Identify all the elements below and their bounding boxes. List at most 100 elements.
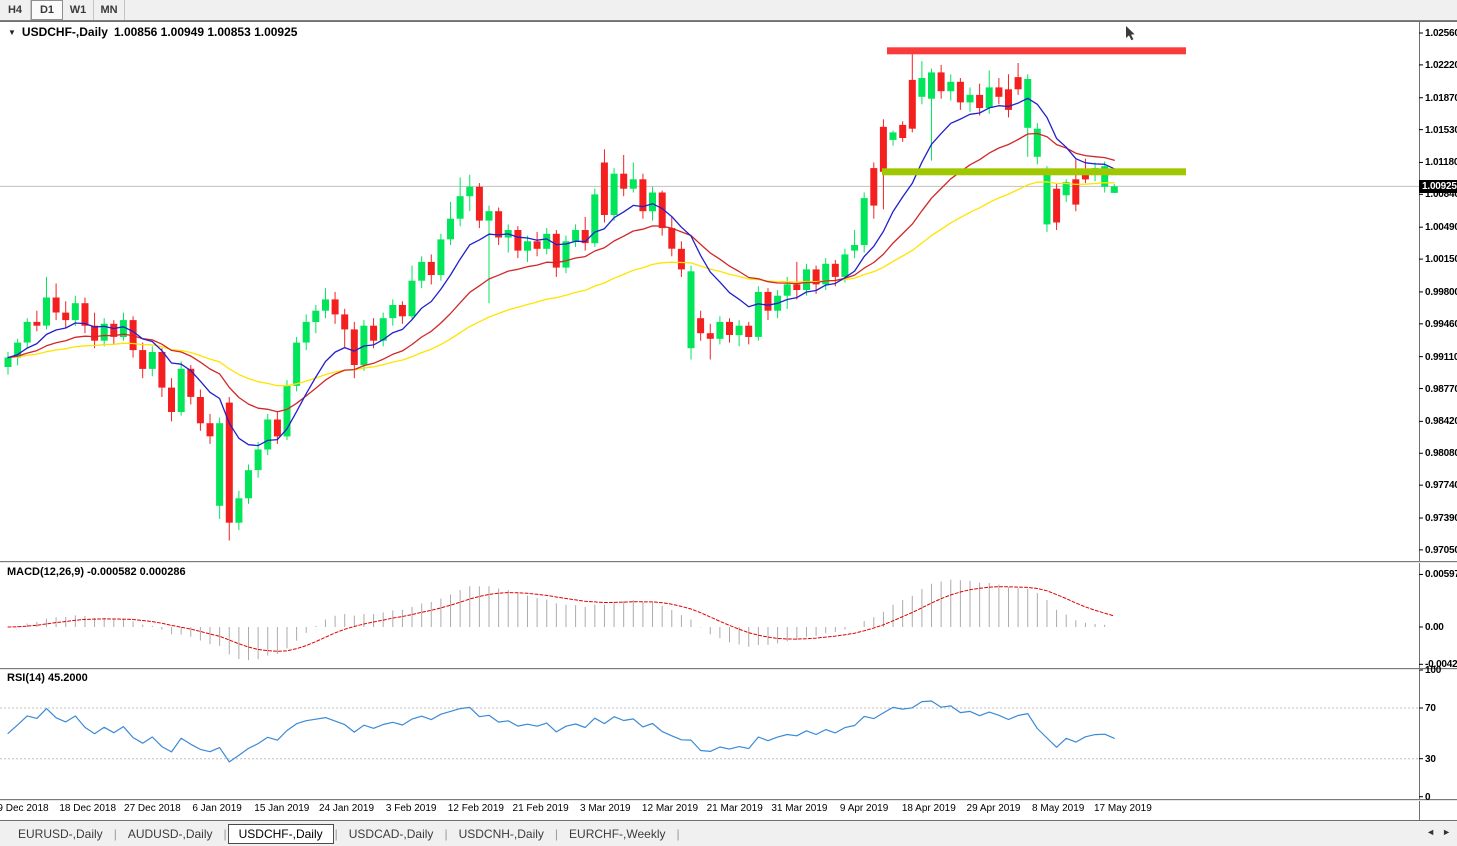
macd-signal-line xyxy=(7,586,1115,652)
tab-separator: | xyxy=(223,826,227,841)
date-axis-label: 9 Apr 2019 xyxy=(839,803,889,814)
price-axis-label: 0.99110 xyxy=(1425,352,1457,363)
candle xyxy=(716,316,724,345)
chart-tab-audusd-daily[interactable]: AUDUSD-,Daily xyxy=(127,826,213,841)
candle xyxy=(81,297,89,334)
candle xyxy=(1014,63,1022,95)
price-axis-label: 0.97050 xyxy=(1425,545,1457,556)
candle xyxy=(889,130,897,146)
timeframe-button-d1[interactable]: D1 xyxy=(31,0,63,20)
date-axis-label: 27 Dec 2018 xyxy=(124,803,181,814)
candle xyxy=(754,286,762,341)
tab-separator: | xyxy=(334,826,338,841)
date-axis-label: 8 May 2019 xyxy=(1032,803,1085,814)
candle xyxy=(168,378,175,422)
candle xyxy=(995,78,1003,105)
candle xyxy=(4,352,12,375)
candle xyxy=(177,361,185,416)
date-axis-label: 18 Apr 2019 xyxy=(901,803,956,814)
macd-axis-label: 0.00 xyxy=(1425,622,1444,633)
candle xyxy=(620,155,628,197)
candle xyxy=(91,312,99,349)
candle xyxy=(1033,123,1041,165)
candle xyxy=(543,228,551,255)
candle xyxy=(552,230,560,277)
candle xyxy=(437,233,445,281)
candle xyxy=(62,301,70,328)
candle xyxy=(341,308,349,349)
macd-axis-label: 0.00597 xyxy=(1425,569,1457,580)
timeframe-button-mn[interactable]: MN xyxy=(94,0,125,20)
macd-indicator-label: MACD(12,26,9) -0.000582 0.000286 xyxy=(7,566,186,578)
candle xyxy=(735,320,743,347)
symbol-tab-bar: EURUSD-,Daily | AUDUSD-,Daily | USDCHF-,Dail… xyxy=(0,820,1457,846)
candle xyxy=(245,464,252,504)
candle xyxy=(524,235,531,262)
candle xyxy=(350,321,358,379)
candle xyxy=(600,149,608,223)
candle xyxy=(504,224,512,253)
candle xyxy=(196,389,204,431)
candle xyxy=(918,61,926,105)
tab-separator: | xyxy=(554,826,559,841)
tab-scroll-left-icon[interactable]: ◄ xyxy=(1426,827,1436,837)
candle xyxy=(899,121,907,142)
date-axis-label: 15 Jan 2019 xyxy=(254,803,310,814)
candle xyxy=(1072,159,1080,212)
candle xyxy=(956,78,964,110)
chart-tab-usdcnh-daily[interactable]: USDCNH-,Daily xyxy=(458,826,544,841)
price-axis-label: 0.99460 xyxy=(1425,319,1457,330)
candle xyxy=(687,265,695,360)
candle xyxy=(254,442,262,478)
candle xyxy=(793,261,801,300)
chart-tab-eurusd-daily[interactable]: EURUSD-,Daily xyxy=(18,826,103,841)
current-price-tag: 1.00925 xyxy=(1419,180,1457,193)
date-axis-label: 3 Feb 2019 xyxy=(385,803,437,814)
date-axis-label: 21 Mar 2019 xyxy=(706,803,763,814)
candle xyxy=(158,348,166,397)
candle xyxy=(985,70,993,114)
chart-tab-usdchf-daily[interactable]: USDCHF-,Daily xyxy=(227,823,334,844)
tab-separator: | xyxy=(113,826,117,841)
price-axis-label: 1.02220 xyxy=(1425,60,1457,71)
candle xyxy=(495,207,503,245)
candle xyxy=(447,201,454,245)
chart-tab-usdcad-daily[interactable]: USDCAD-,Daily xyxy=(348,826,434,841)
candle xyxy=(870,162,878,219)
candle xyxy=(408,265,416,321)
price-axis-label: 0.98420 xyxy=(1425,416,1457,427)
price-axis-label: 0.99800 xyxy=(1425,287,1457,298)
macd-histogram xyxy=(17,579,1106,661)
chart-tab-eurchf-weekly[interactable]: EURCHF-,Weekly xyxy=(569,826,666,841)
tab-scroll-controls: ◄ ► xyxy=(1426,827,1451,837)
resistance-hline[interactable] xyxy=(887,47,1186,55)
tab-scroll-right-icon[interactable]: ► xyxy=(1442,827,1451,837)
candle xyxy=(812,265,820,294)
timeframe-button-w1[interactable]: W1 xyxy=(63,0,94,20)
date-axis-label: 24 Jan 2019 xyxy=(318,803,375,814)
candle xyxy=(427,254,435,285)
candle xyxy=(331,291,339,324)
candle xyxy=(389,299,397,326)
symbol-dropdown-icon[interactable]: ▼ xyxy=(8,27,16,37)
candle xyxy=(456,177,464,227)
candle xyxy=(225,397,233,541)
price-axis-label: 1.00490 xyxy=(1425,222,1457,233)
rsi-axis-label: 30 xyxy=(1425,754,1436,765)
candle xyxy=(591,188,599,247)
candle xyxy=(283,380,291,441)
candle xyxy=(466,174,474,212)
date-axis-label: 6 Jan 2019 xyxy=(192,803,242,814)
candle xyxy=(697,310,705,341)
candle xyxy=(572,224,580,247)
date-axis-label: 12 Mar 2019 xyxy=(641,803,699,814)
candle xyxy=(235,490,243,531)
price-axis-label: 1.01870 xyxy=(1425,93,1457,104)
timeframe-button-h4[interactable]: H4 xyxy=(0,0,31,20)
candle xyxy=(52,283,60,321)
date-axis-label: 29 Apr 2019 xyxy=(966,803,1021,814)
candle xyxy=(293,336,301,392)
timeframe-toolbar: H4 D1 W1 MN xyxy=(0,0,1457,21)
support-hline[interactable] xyxy=(882,168,1186,176)
